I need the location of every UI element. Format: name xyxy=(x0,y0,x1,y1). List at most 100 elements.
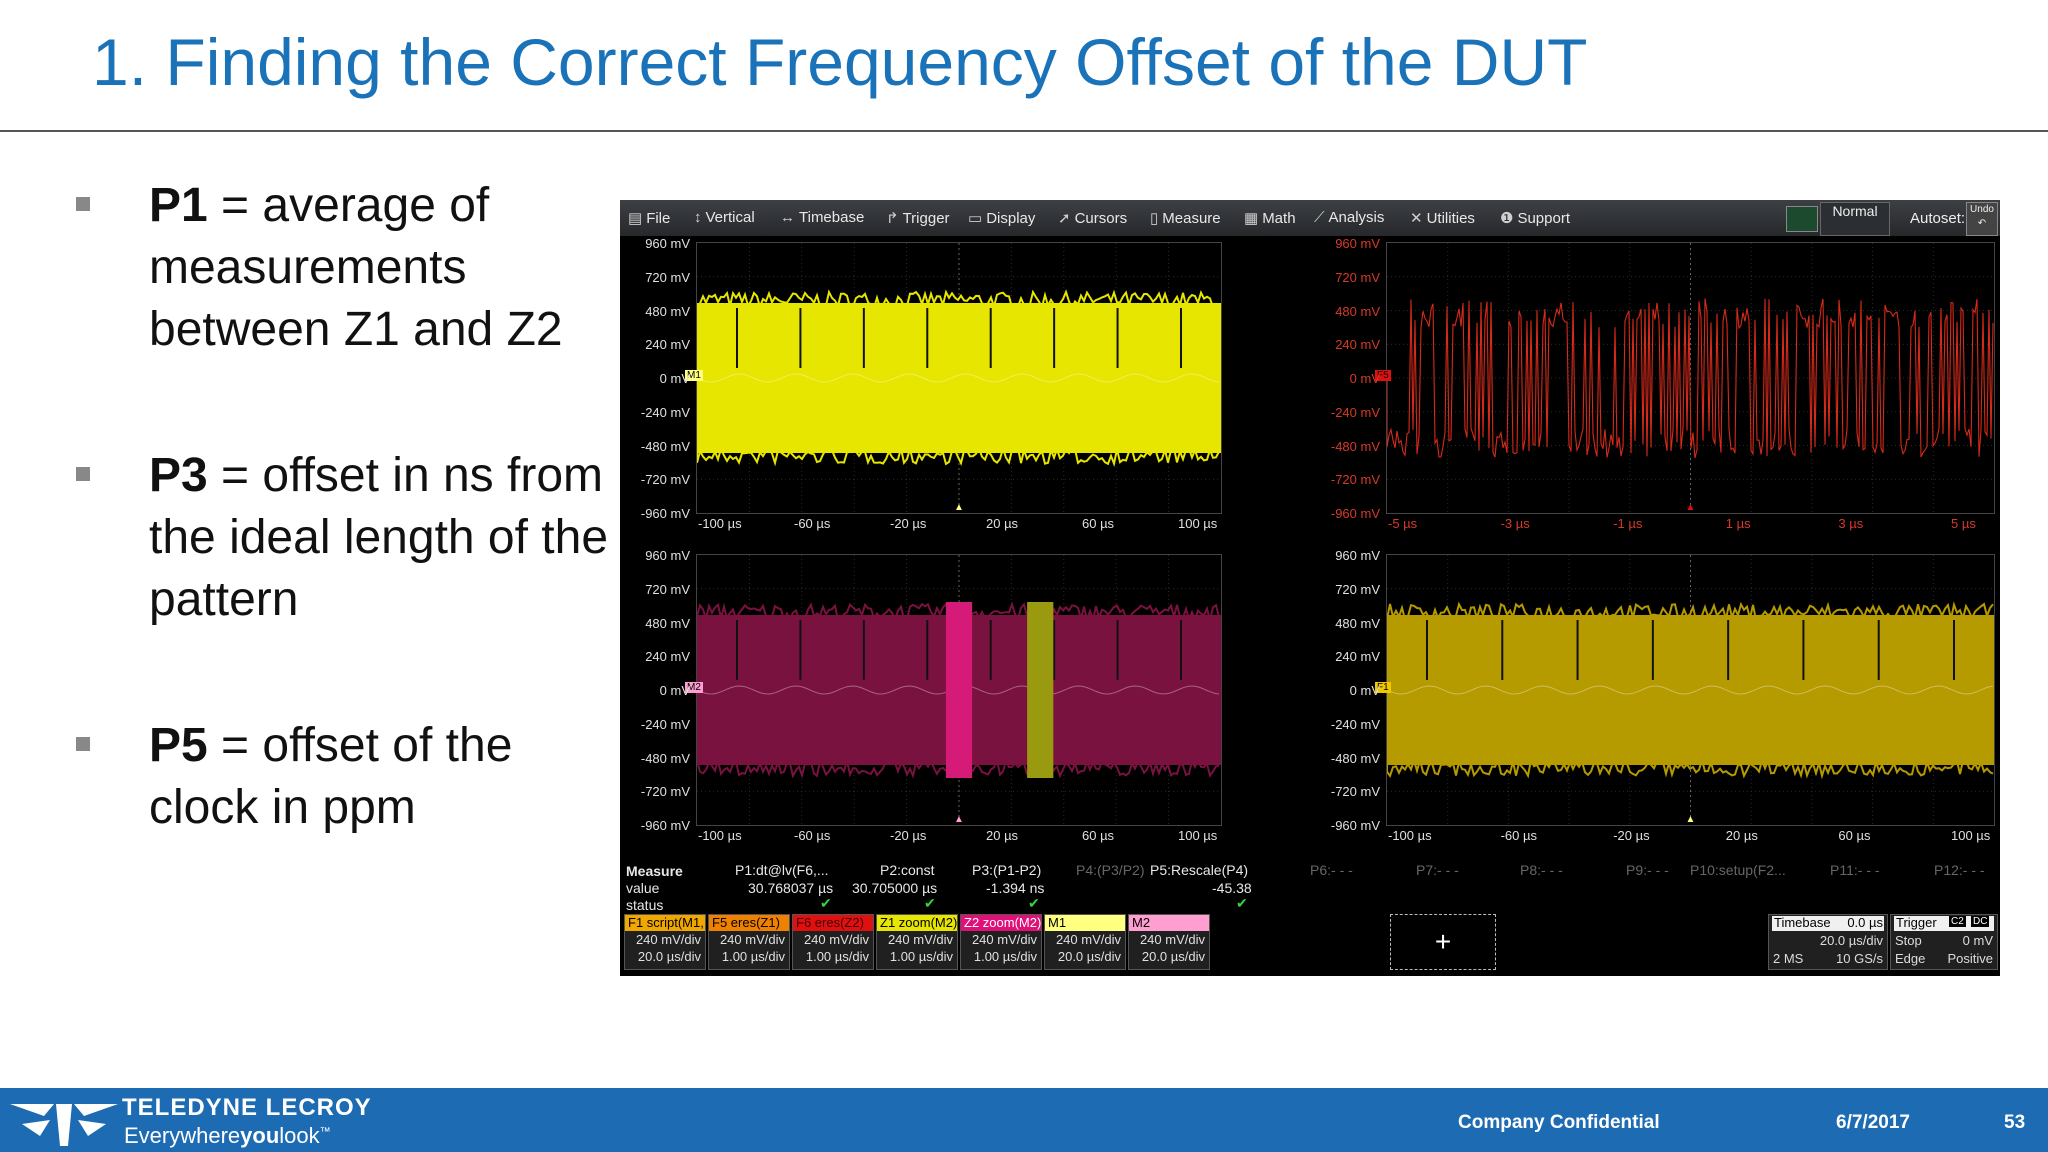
add-trace-button[interactable]: + xyxy=(1390,914,1496,970)
grid-layout-button[interactable] xyxy=(1786,206,1818,232)
y-axis-label: 720 mV xyxy=(645,269,690,285)
y-axis-label: -720 mV xyxy=(640,784,690,800)
y-axis-label: -480 mV xyxy=(1330,750,1380,766)
y-axis-label: 240 mV xyxy=(1335,649,1380,665)
param-p11[interactable]: P11:- - - xyxy=(1830,862,1880,878)
y-axis-label: 960 mV xyxy=(645,236,690,251)
status-row-label: status xyxy=(626,897,664,913)
param-p12[interactable]: P12:- - - xyxy=(1934,862,1985,878)
channel-descriptor[interactable]: M2 240 mV/div 20.0 µs/div xyxy=(1128,914,1210,970)
descriptor-head: Z2 zoom(M2) xyxy=(961,915,1041,931)
y-axis-label: 720 mV xyxy=(645,581,690,597)
descriptor-head: F1 script(M1,... xyxy=(625,915,705,931)
p3-status-check-icon: ✔ xyxy=(1028,895,1040,911)
menu-timebase[interactable]: ↔ Timebase xyxy=(780,209,865,226)
param-p9[interactable]: P9:- - - xyxy=(1626,862,1669,878)
grid-f1[interactable]: M1 xyxy=(685,242,1222,514)
channel-descriptor[interactable]: Z1 zoom(M2) 240 mV/div 1.00 µs/div xyxy=(876,914,958,970)
p1-value: 30.768037 µs xyxy=(748,880,834,896)
menu-measure[interactable]: ▯ Measure xyxy=(1150,210,1221,227)
descriptor-tdiv: 1.00 µs/div xyxy=(889,949,953,964)
channel-marker[interactable]: M2 xyxy=(685,682,703,693)
channel-marker[interactable]: F5 xyxy=(1375,370,1391,381)
channel-descriptor[interactable]: Z2 zoom(M2) 240 mV/div 1.00 µs/div xyxy=(960,914,1042,970)
undo-button[interactable]: Undo ↶ xyxy=(1966,202,1998,236)
descriptor-vdiv: 240 mV/div xyxy=(803,932,869,947)
x-axis-label: 60 µs xyxy=(1838,828,1871,843)
x-axis-label: 100 µs xyxy=(1951,828,1991,843)
menu-display[interactable]: ▭ Display xyxy=(968,210,1036,227)
trigger-mode-selector[interactable]: Normal xyxy=(1820,202,1890,236)
channel-descriptor[interactable]: F6 eres(Z2) 240 mV/div 1.00 µs/div xyxy=(792,914,874,970)
x-axis-label: -1 µs xyxy=(1613,516,1643,531)
y-axis-label: -960 mV xyxy=(640,818,690,833)
param-p5[interactable]: P5:Rescale(P4) xyxy=(1150,862,1249,878)
descriptor-vdiv: 240 mV/div xyxy=(1139,932,1205,947)
channel-marker[interactable]: F1 xyxy=(1375,682,1391,693)
param-p7[interactable]: P7:- - - xyxy=(1416,862,1459,878)
param-p6[interactable]: P6:- - - xyxy=(1310,862,1353,878)
p2-value: 30.705000 µs xyxy=(852,880,938,896)
support-icon: ❶ xyxy=(1500,210,1514,227)
y-axis-label: -720 mV xyxy=(1330,472,1380,488)
trigger-marker-icon: ▲ xyxy=(954,502,964,513)
param-p1[interactable]: P1:dt@lv(F6,... xyxy=(735,862,829,878)
menu-vertical[interactable]: ↕ Vertical xyxy=(694,209,755,226)
menu-cursors[interactable]: ➚ Cursors xyxy=(1058,210,1128,227)
vertical-icon: ↕ xyxy=(694,209,702,226)
oscilloscope-window: ▤ File ↕ Vertical ↔ Timebase ↱ Trigger ▭ Disp… xyxy=(620,200,2000,976)
grid-m2[interactable]: M2 xyxy=(685,554,1222,826)
math-icon: ▦ xyxy=(1244,210,1259,227)
x-axis-label: -60 µs xyxy=(794,516,831,531)
menu-analysis[interactable]: ⟋ Analysis xyxy=(1314,209,1385,226)
confidential-label: Company Confidential xyxy=(1458,1112,1660,1133)
y-axis-label: 0 mV xyxy=(1349,371,1380,386)
y-axis-label: 960 mV xyxy=(1335,548,1380,563)
param-p2[interactable]: P2:const xyxy=(880,862,935,878)
timebase-icon: ↔ xyxy=(780,209,795,226)
bullet-text: = offset in ns from the ideal length of … xyxy=(149,449,609,626)
measure-header: Measure xyxy=(626,863,683,879)
y-axis-label: 960 mV xyxy=(645,548,690,563)
x-axis-label: -100 µs xyxy=(1388,828,1432,843)
trigger-coupling-badge: DC xyxy=(1971,916,1990,927)
waveform-trace xyxy=(1387,555,1994,825)
channel-descriptor[interactable]: F1 script(M1,...240 mV/div 20.0 µs/div xyxy=(624,914,706,970)
menu-utilities[interactable]: ✕ Utilities xyxy=(1410,210,1475,227)
x-axis-label: -60 µs xyxy=(1500,828,1537,843)
page-number: 53 xyxy=(2004,1112,2026,1133)
menu-support[interactable]: ❶ Support xyxy=(1500,210,1570,227)
descriptor-head: F6 eres(Z2) xyxy=(793,915,873,931)
descriptor-head: Z1 zoom(M2) xyxy=(877,915,957,931)
waveform-trace xyxy=(697,555,1221,825)
x-axis-label: 20 µs xyxy=(1725,828,1758,843)
p2-status-check-icon: ✔ xyxy=(924,895,936,911)
y-axis-label: -240 mV xyxy=(640,404,690,420)
channel-descriptor[interactable]: M1 240 mV/div 20.0 µs/div xyxy=(1044,914,1126,970)
footer-date: 6/7/2017 xyxy=(1836,1112,1910,1133)
grid-m1[interactable]: F1 xyxy=(1375,554,1995,826)
timebase-descriptor[interactable]: Timebase 0.0 µs 20.0 µs/div 2 MS 10 GS/s xyxy=(1768,914,1888,970)
x-axis-label: 20 µs xyxy=(986,516,1019,531)
brand-name: TELEDYNE LECROY xyxy=(122,1094,372,1121)
autoset-label[interactable]: Autoset: xyxy=(1910,210,1966,227)
descriptor-tdiv: 1.00 µs/div xyxy=(805,949,869,964)
x-axis-label: 100 µs xyxy=(1178,828,1218,843)
param-p10[interactable]: P10:setup(F2... xyxy=(1690,862,1786,878)
y-axis-label: 480 mV xyxy=(645,615,690,631)
y-axis-label: -480 mV xyxy=(640,438,690,454)
param-p8[interactable]: P8:- - - xyxy=(1520,862,1563,878)
grid-f5[interactable]: F5 xyxy=(1375,242,1995,514)
param-p3[interactable]: P3:(P1-P2) xyxy=(972,862,1042,878)
trigger-descriptor[interactable]: Trigger C2 DC Stop 0 mV Edge Positive xyxy=(1890,914,1998,970)
menu-math[interactable]: ▦ Math xyxy=(1244,210,1296,227)
y-axis-label: -240 mV xyxy=(1330,716,1380,732)
param-p4[interactable]: P4:(P3/P2) xyxy=(1076,862,1145,878)
menu-file[interactable]: ▤ File xyxy=(628,210,671,227)
channel-marker[interactable]: M1 xyxy=(685,370,703,381)
menu-trigger[interactable]: ↱ Trigger xyxy=(886,210,950,227)
x-axis-label: 60 µs xyxy=(1082,828,1115,843)
channel-descriptor[interactable]: F5 eres(Z1) 240 mV/div 1.00 µs/div xyxy=(708,914,790,970)
bullet-term: P3 xyxy=(149,449,208,502)
x-axis-label: 1 µs xyxy=(1725,516,1751,531)
